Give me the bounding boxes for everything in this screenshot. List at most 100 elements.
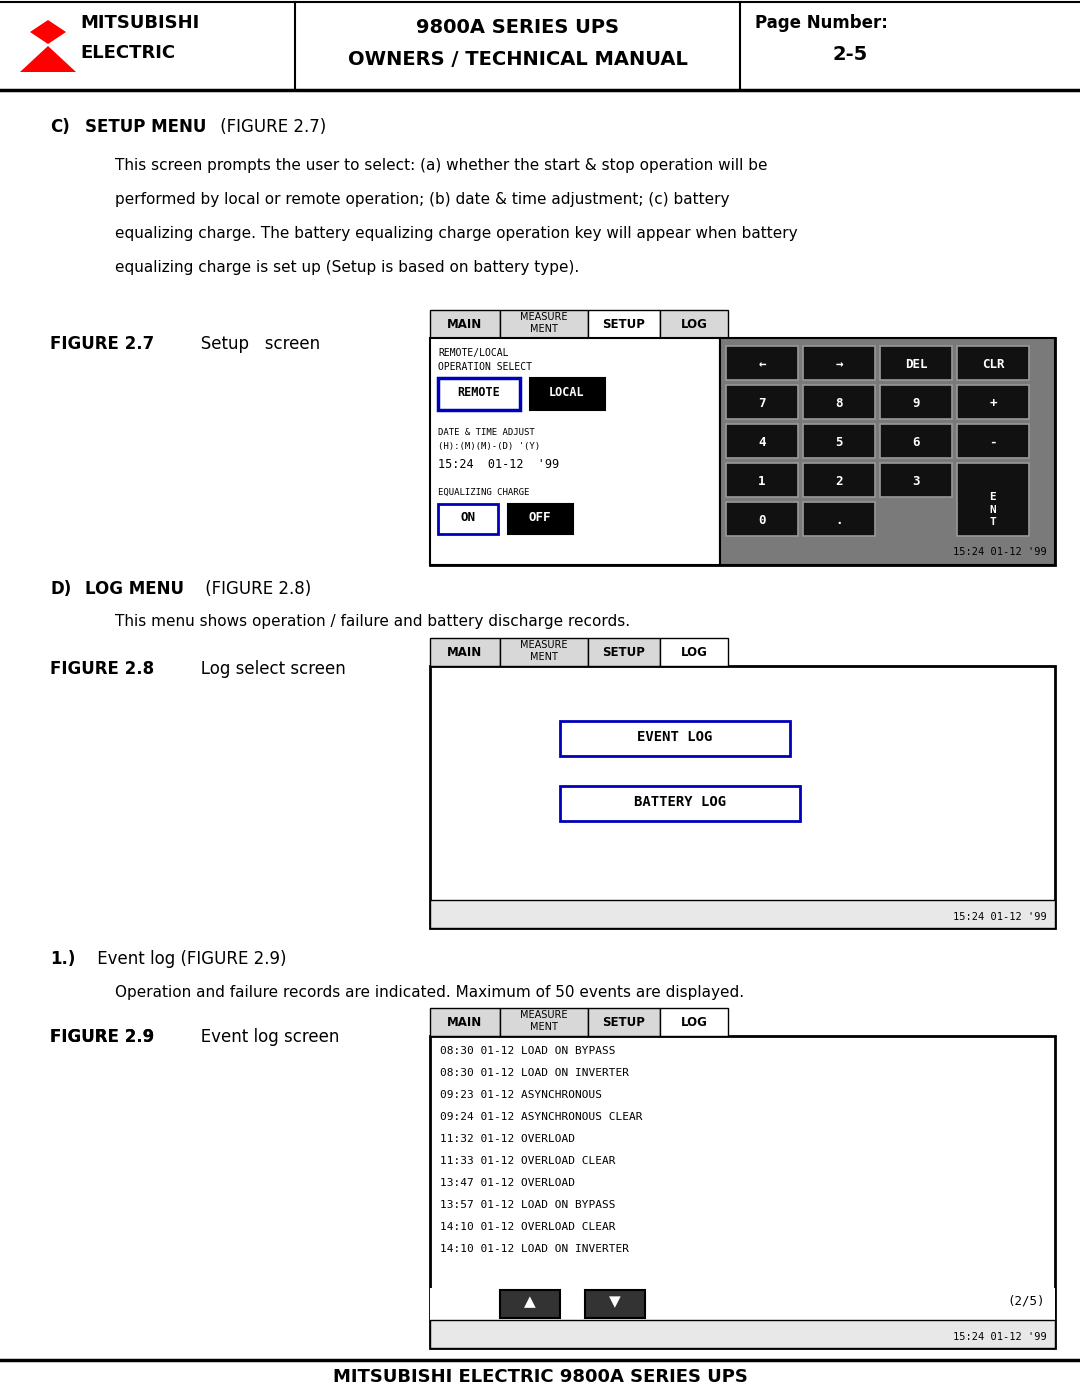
Text: performed by local or remote operation; (b) date & time adjustment; (c) battery: performed by local or remote operation; …	[114, 191, 729, 207]
Text: OPERATION SELECT: OPERATION SELECT	[438, 362, 532, 372]
Text: -: -	[989, 436, 997, 448]
Text: 4: 4	[758, 436, 766, 448]
Bar	[430, 1288, 1055, 1320]
Text: 15:24 01-12 '99: 15:24 01-12 '99	[954, 1331, 1047, 1343]
Text: MAIN: MAIN	[447, 645, 483, 659]
Text: Operation and failure records are indicated. Maximum of 50 events are displayed.: Operation and failure records are indica…	[114, 985, 744, 1000]
Text: MAIN: MAIN	[447, 319, 483, 331]
Text: 15:24 01-12 '99: 15:24 01-12 '99	[954, 548, 1047, 557]
Text: This screen prompts the user to select: (a) whether the start & stop operation w: This screen prompts the user to select: …	[114, 158, 768, 173]
Bar	[0, 0, 1080, 89]
Text: (H):(M)(M)-(D) '(Y): (H):(M)(M)-(D) '(Y)	[438, 441, 540, 451]
Bar	[430, 1037, 1055, 1348]
Text: FIGURE 2.8: FIGURE 2.8	[50, 659, 154, 678]
Bar	[430, 900, 1055, 928]
Text: SETUP MENU: SETUP MENU	[85, 117, 206, 136]
Text: LOG: LOG	[680, 1016, 707, 1030]
Text: 1.): 1.)	[50, 950, 76, 968]
Text: 13:47 01-12 OVERLOAD: 13:47 01-12 OVERLOAD	[440, 1178, 575, 1187]
Text: MAIN: MAIN	[447, 1016, 483, 1030]
Text: SETUP: SETUP	[603, 645, 646, 659]
Bar	[804, 462, 875, 497]
Text: 15:24  01-12  '99: 15:24 01-12 '99	[438, 458, 559, 471]
Text: BATTERY LOG: BATTERY LOG	[634, 795, 726, 809]
Text: equalizing charge is set up (Setup is based on battery type).: equalizing charge is set up (Setup is ba…	[114, 260, 579, 275]
Text: DATE & TIME ADJUST: DATE & TIME ADJUST	[438, 427, 535, 437]
Text: ▼: ▼	[609, 1294, 621, 1309]
Bar	[500, 1009, 588, 1037]
Text: MEASURE
MENT: MEASURE MENT	[521, 1010, 568, 1032]
Bar	[720, 338, 1055, 564]
Text: (FIGURE 2.7): (FIGURE 2.7)	[215, 117, 326, 136]
Bar	[430, 338, 1055, 564]
Text: DEL: DEL	[905, 358, 928, 372]
Text: This menu shows operation / failure and battery discharge records.: This menu shows operation / failure and …	[114, 615, 630, 629]
Text: Log select screen: Log select screen	[185, 659, 346, 678]
Text: SETUP: SETUP	[603, 1016, 646, 1030]
Bar	[561, 787, 800, 821]
Bar	[588, 638, 660, 666]
Text: 08:30 01-12 LOAD ON INVERTER: 08:30 01-12 LOAD ON INVERTER	[440, 1067, 629, 1078]
Bar	[957, 425, 1029, 458]
Text: LOG MENU: LOG MENU	[85, 580, 184, 598]
Text: FIGURE 2.7: FIGURE 2.7	[50, 335, 154, 353]
Bar	[430, 338, 720, 564]
Text: 0: 0	[758, 514, 766, 527]
Text: D): D)	[50, 580, 71, 598]
Text: REMOTE: REMOTE	[458, 386, 500, 400]
Bar	[726, 462, 798, 497]
Text: 11:33 01-12 OVERLOAD CLEAR: 11:33 01-12 OVERLOAD CLEAR	[440, 1155, 616, 1166]
Text: FIGURE 2.9: FIGURE 2.9	[50, 1028, 154, 1046]
Text: FIGURE 2.9: FIGURE 2.9	[50, 1028, 154, 1046]
Text: MEASURE
MENT: MEASURE MENT	[521, 640, 568, 662]
Bar	[880, 425, 951, 458]
Polygon shape	[21, 46, 76, 73]
Bar	[588, 310, 660, 338]
Text: MEASURE
MENT: MEASURE MENT	[521, 312, 568, 334]
Text: .: .	[835, 514, 842, 527]
Text: REMOTE/LOCAL: REMOTE/LOCAL	[438, 348, 509, 358]
Bar	[880, 346, 951, 380]
Text: ▲: ▲	[524, 1294, 536, 1309]
Text: 09:24 01-12 ASYNCHRONOUS CLEAR: 09:24 01-12 ASYNCHRONOUS CLEAR	[440, 1112, 643, 1122]
Text: 2-5: 2-5	[833, 45, 867, 64]
Bar	[588, 1009, 660, 1037]
Text: ELECTRIC: ELECTRIC	[80, 43, 175, 61]
Bar	[660, 1009, 728, 1037]
Bar	[957, 462, 1029, 536]
Text: 2: 2	[835, 475, 842, 488]
Bar	[880, 462, 951, 497]
Text: Setup   screen: Setup screen	[185, 335, 320, 353]
Text: Event log (FIGURE 2.9): Event log (FIGURE 2.9)	[92, 950, 286, 968]
Text: ←: ←	[758, 358, 766, 372]
Text: 9800A SERIES UPS: 9800A SERIES UPS	[417, 18, 620, 36]
Text: 3: 3	[913, 475, 920, 488]
Text: Event log screen: Event log screen	[185, 1028, 339, 1046]
Text: 13:57 01-12 LOAD ON BYPASS: 13:57 01-12 LOAD ON BYPASS	[440, 1200, 616, 1210]
Text: equalizing charge. The battery equalizing charge operation key will appear when : equalizing charge. The battery equalizin…	[114, 226, 798, 242]
Text: 11:32 01-12 OVERLOAD: 11:32 01-12 OVERLOAD	[440, 1134, 575, 1144]
Bar	[957, 346, 1029, 380]
Bar	[804, 502, 875, 536]
Text: 15:24 01-12 '99: 15:24 01-12 '99	[954, 912, 1047, 922]
Text: Page Number:: Page Number:	[755, 14, 888, 32]
Text: +: +	[989, 397, 997, 409]
Text: 9: 9	[913, 397, 920, 409]
Bar	[430, 666, 1055, 928]
Text: 1: 1	[758, 475, 766, 488]
Bar	[804, 386, 875, 419]
Text: SETUP: SETUP	[603, 319, 646, 331]
Bar	[430, 638, 500, 666]
Bar	[500, 638, 588, 666]
Bar	[508, 504, 573, 534]
Bar	[430, 1320, 1055, 1348]
Bar	[438, 379, 519, 409]
Bar	[500, 310, 588, 338]
Text: →: →	[835, 358, 842, 372]
Text: 08:30 01-12 LOAD ON BYPASS: 08:30 01-12 LOAD ON BYPASS	[440, 1046, 616, 1056]
Bar	[500, 1289, 561, 1317]
Bar	[804, 425, 875, 458]
Text: MITSUBISHI ELECTRIC 9800A SERIES UPS: MITSUBISHI ELECTRIC 9800A SERIES UPS	[333, 1368, 747, 1386]
Text: (FIGURE 2.8): (FIGURE 2.8)	[200, 580, 311, 598]
Text: 8: 8	[835, 397, 842, 409]
